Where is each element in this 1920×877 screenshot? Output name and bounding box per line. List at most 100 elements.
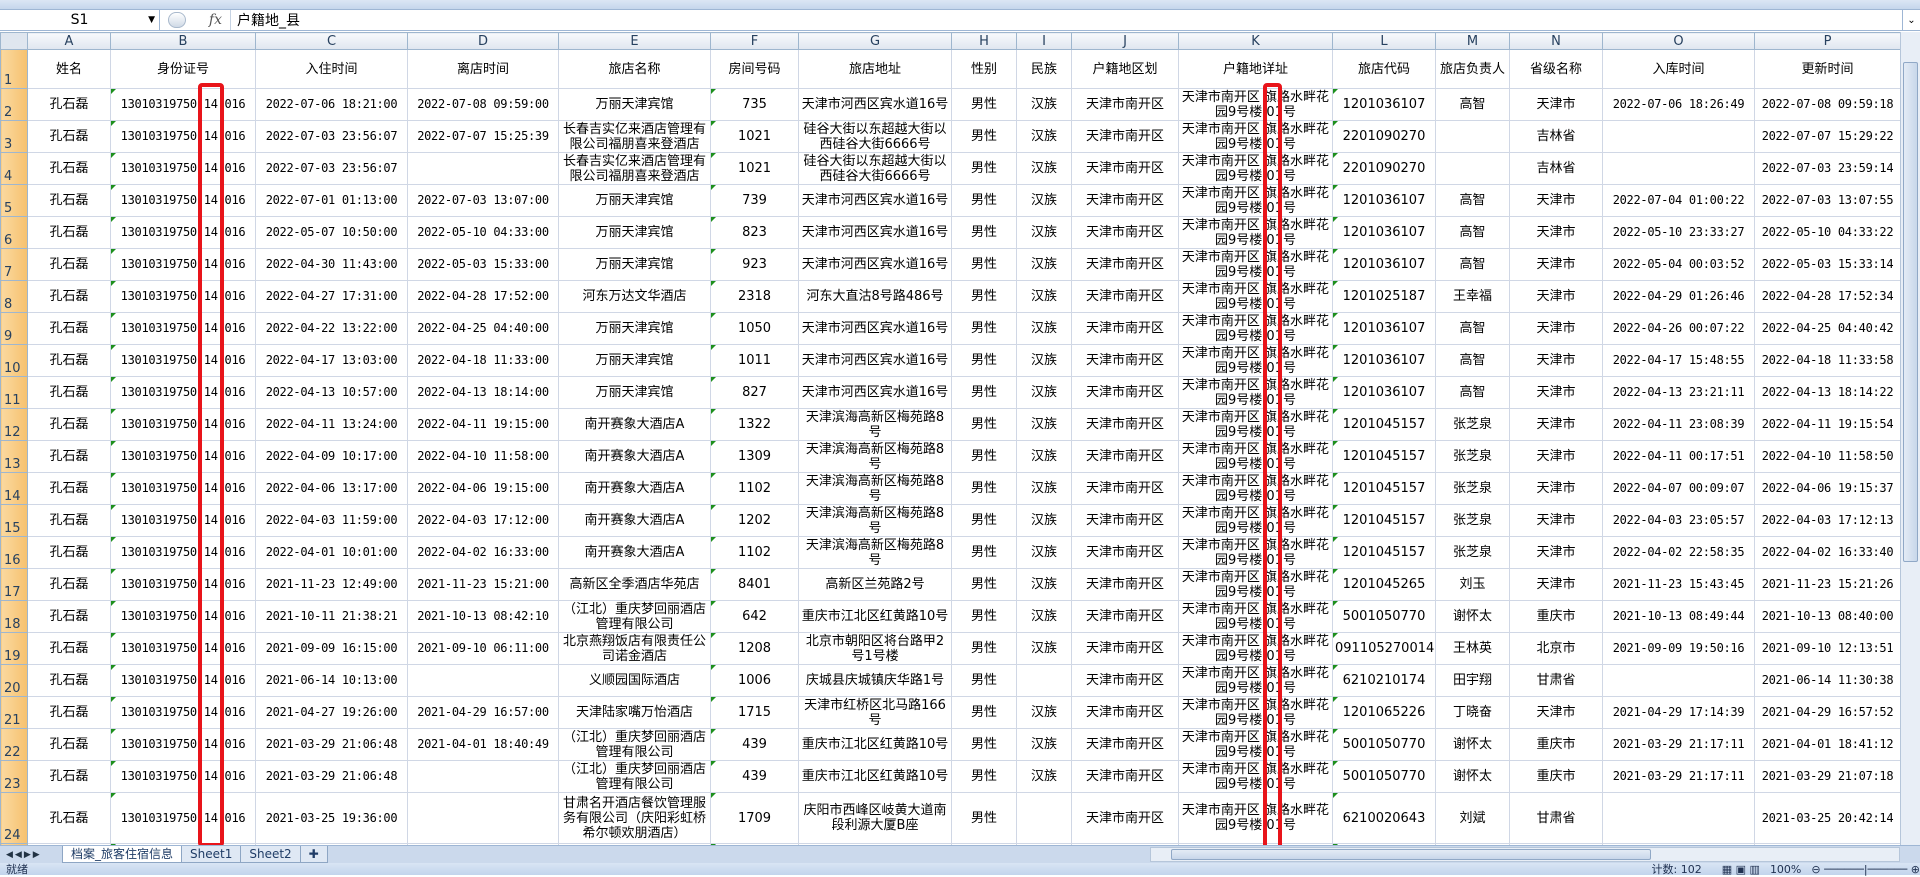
cell-M23[interactable]: 谢怀太 (1435, 760, 1510, 793)
expand-formula-icon[interactable]: ⌄ (1902, 10, 1920, 30)
cell-N7[interactable]: 天津市 (1509, 248, 1603, 281)
cell-I9[interactable]: 汉族 (1016, 312, 1072, 345)
cell-B24[interactable]: 13010319750 14 016 (110, 792, 256, 844)
cell-I17[interactable]: 汉族 (1016, 568, 1072, 601)
row-header[interactable]: 20 (0, 664, 28, 697)
cell-C8[interactable]: 2022-04-27 17:31:00 (255, 280, 408, 313)
cell-L8[interactable]: 1201025187 (1332, 280, 1436, 313)
cell-C2[interactable]: 2022-07-06 18:21:00 (255, 88, 408, 121)
zoom-slider[interactable]: ⊖ ──────|────── ⊕ (1811, 862, 1920, 876)
cell-B22[interactable]: 13010319750 14 016 (110, 728, 256, 761)
cell-F21[interactable]: 1715 (710, 696, 799, 729)
cell-O11[interactable]: 2022-04-13 23:21:11 (1602, 376, 1755, 409)
cell-O15[interactable]: 2022-04-03 23:05:57 (1602, 504, 1755, 537)
column-header-J[interactable]: J (1071, 32, 1179, 50)
cell-L21[interactable]: 1201065226 (1332, 696, 1436, 729)
cell-M18[interactable]: 谢怀太 (1435, 600, 1510, 633)
cell-J5[interactable]: 天津市南开区 (1071, 184, 1179, 217)
cell-F19[interactable]: 1208 (710, 632, 799, 665)
cell-L9[interactable]: 1201036107 (1332, 312, 1436, 345)
column-header-L[interactable]: L (1332, 32, 1436, 50)
cell-N21[interactable]: 天津市 (1509, 696, 1603, 729)
cell-C17[interactable]: 2021-11-23 12:49:00 (255, 568, 408, 601)
cell-L22[interactable]: 5001050770 (1332, 728, 1436, 761)
cell-A23[interactable]: 孔石磊 (27, 760, 111, 793)
cell-N11[interactable]: 天津市 (1509, 376, 1603, 409)
cell-P13[interactable]: 2022-04-10 11:58:50 (1754, 440, 1900, 473)
cell-J19[interactable]: 天津市南开区 (1071, 632, 1179, 665)
cell-E19[interactable]: 北京燕翔饭店有限责任公司诺金酒店 (558, 632, 711, 665)
cell-L24[interactable]: 6210020643 (1332, 792, 1436, 844)
row-header[interactable]: 3 (0, 120, 28, 153)
cell-G23[interactable]: 重庆市江北区红黄路10号 (798, 760, 952, 793)
horizontal-scrollbar[interactable] (1150, 847, 1900, 862)
cell-L1[interactable]: 旅店代码 (1332, 49, 1436, 89)
cell-L19[interactable]: 091105270014 (1332, 632, 1436, 665)
cell-E18[interactable]: （江北）重庆梦回丽酒店管理有限公司 (558, 600, 711, 633)
cell-P7[interactable]: 2022-05-03 15:33:14 (1754, 248, 1900, 281)
cell-E21[interactable]: 天津陆家嘴万怡酒店 (558, 696, 711, 729)
cell-H6[interactable]: 男性 (951, 216, 1017, 249)
cell-B10[interactable]: 13010319750 14 016 (110, 344, 256, 377)
column-header-O[interactable]: O (1602, 32, 1755, 50)
cell-P9[interactable]: 2022-04-25 04:40:42 (1754, 312, 1900, 345)
cell-F6[interactable]: 823 (710, 216, 799, 249)
cell-M6[interactable]: 高智 (1435, 216, 1510, 249)
cell-H12[interactable]: 男性 (951, 408, 1017, 441)
cell-M3[interactable] (1435, 120, 1510, 153)
cell-H21[interactable]: 男性 (951, 696, 1017, 729)
cell-O5[interactable]: 2022-07-04 01:00:22 (1602, 184, 1755, 217)
cell-A8[interactable]: 孔石磊 (27, 280, 111, 313)
cell-F10[interactable]: 1011 (710, 344, 799, 377)
row-header[interactable]: 2 (0, 88, 28, 121)
cell-H14[interactable]: 男性 (951, 472, 1017, 505)
cell-C15[interactable]: 2022-04-03 11:59:00 (255, 504, 408, 537)
cell-O4[interactable] (1602, 152, 1755, 185)
cell-K12[interactable]: 天津市南开区 旗路水畔花园9号楼 01号 (1178, 408, 1333, 441)
cell-I4[interactable]: 汉族 (1016, 152, 1072, 185)
column-header-H[interactable]: H (951, 32, 1017, 50)
cell-H24[interactable]: 男性 (951, 792, 1017, 844)
cell-L13[interactable]: 1201045157 (1332, 440, 1436, 473)
cell-O22[interactable]: 2021-03-29 21:17:11 (1602, 728, 1755, 761)
cell-F4[interactable]: 1021 (710, 152, 799, 185)
cell-M7[interactable]: 高智 (1435, 248, 1510, 281)
cell-F9[interactable]: 1050 (710, 312, 799, 345)
cell-C12[interactable]: 2022-04-11 13:24:00 (255, 408, 408, 441)
vertical-scroll-thumb[interactable] (1903, 62, 1918, 562)
cell-M12[interactable]: 张芝泉 (1435, 408, 1510, 441)
cell-D19[interactable]: 2021-09-10 06:11:00 (407, 632, 559, 665)
cell-P5[interactable]: 2022-07-03 13:07:55 (1754, 184, 1900, 217)
column-header-F[interactable]: F (710, 32, 799, 50)
cell-G22[interactable]: 重庆市江北区红黄路10号 (798, 728, 952, 761)
cell-O23[interactable]: 2021-03-29 21:17:11 (1602, 760, 1755, 793)
cell-K24[interactable]: 天津市南开区 旗路水畔花园9号楼 01号 (1178, 792, 1333, 844)
cell-G24[interactable]: 庆阳市西峰区岐黄大道南段利源大厦B座 (798, 792, 952, 844)
cell-G9[interactable]: 天津市河西区宾水道16号 (798, 312, 952, 345)
cell-H16[interactable]: 男性 (951, 536, 1017, 569)
cell-O13[interactable]: 2022-04-11 00:17:51 (1602, 440, 1755, 473)
cell-P1[interactable]: 更新时间 (1754, 49, 1900, 89)
cell-P2[interactable]: 2022-07-08 09:59:18 (1754, 88, 1900, 121)
cell-C20[interactable]: 2021-06-14 10:13:00 (255, 664, 408, 697)
cell-J9[interactable]: 天津市南开区 (1071, 312, 1179, 345)
cell-O1[interactable]: 入库时间 (1602, 49, 1755, 89)
cell-N5[interactable]: 天津市 (1509, 184, 1603, 217)
cell-D4[interactable] (407, 152, 559, 185)
row-header[interactable]: 12 (0, 408, 28, 441)
cell-G16[interactable]: 天津滨海高新区梅苑路8号 (798, 536, 952, 569)
cell-E22[interactable]: （江北）重庆梦回丽酒店管理有限公司 (558, 728, 711, 761)
cell-B17[interactable]: 13010319750 14 016 (110, 568, 256, 601)
cell-K8[interactable]: 天津市南开区 旗路水畔花园9号楼 01号 (1178, 280, 1333, 313)
cell-D24[interactable] (407, 792, 559, 844)
cell-F17[interactable]: 8401 (710, 568, 799, 601)
row-header[interactable]: 16 (0, 536, 28, 569)
cell-B5[interactable]: 13010319750 14 016 (110, 184, 256, 217)
cell-P8[interactable]: 2022-04-28 17:52:34 (1754, 280, 1900, 313)
cell-P6[interactable]: 2022-05-10 04:33:22 (1754, 216, 1900, 249)
cell-L3[interactable]: 2201090270 (1332, 120, 1436, 153)
cell-C6[interactable]: 2022-05-07 10:50:00 (255, 216, 408, 249)
cell-N15[interactable]: 天津市 (1509, 504, 1603, 537)
cell-B20[interactable]: 13010319750 14 016 (110, 664, 256, 697)
cell-G15[interactable]: 天津滨海高新区梅苑路8号 (798, 504, 952, 537)
